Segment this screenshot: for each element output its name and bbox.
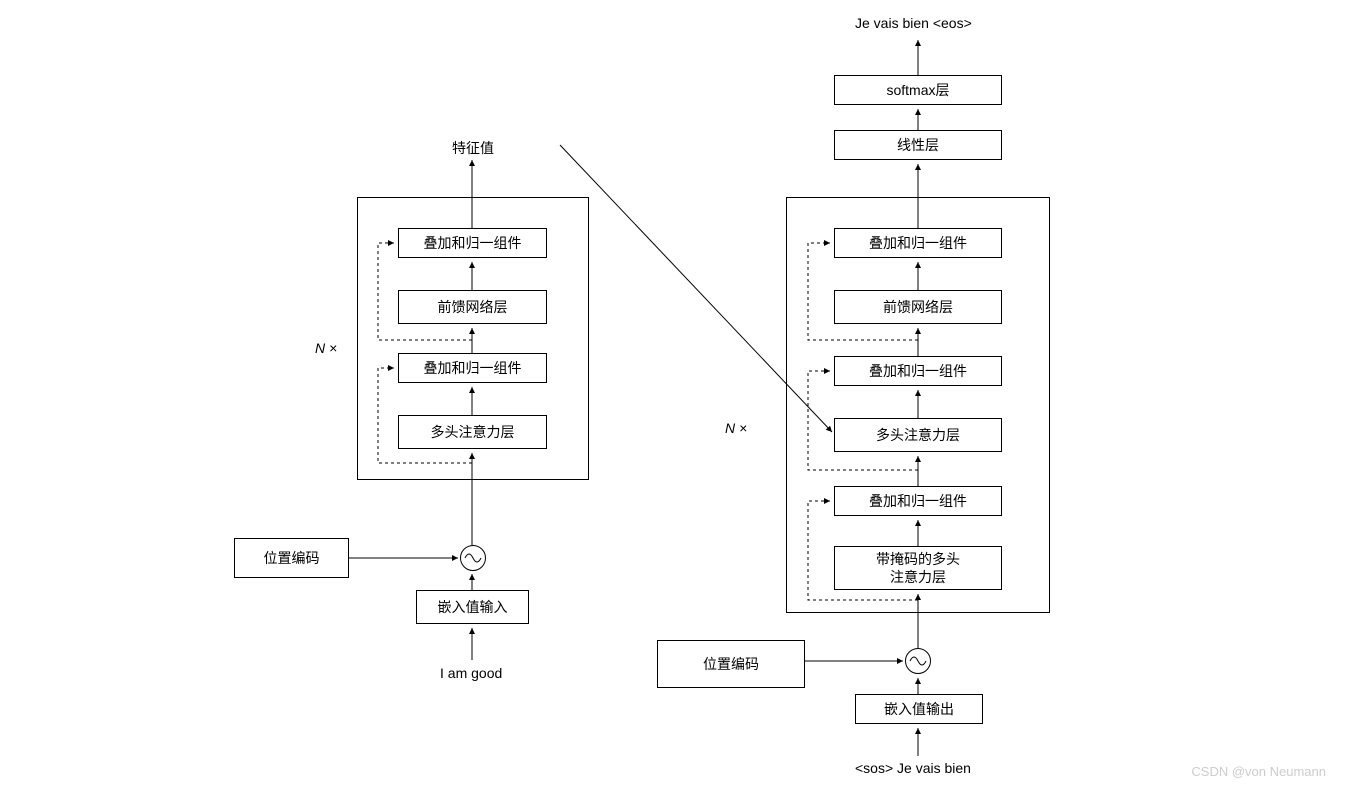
decoder-addnorm3-label: 叠加和归一组件 (869, 234, 967, 252)
decoder-addnorm1-box: 叠加和归一组件 (834, 486, 1002, 516)
encoder-output-label: 特征值 (452, 138, 494, 158)
decoder-posenc-box: 位置编码 (657, 640, 805, 688)
encoder-mha-label: 多头注意力层 (431, 423, 515, 441)
decoder-input-text: <sos> Je vais bien (855, 760, 971, 776)
decoder-addnorm2-label: 叠加和归一组件 (869, 362, 967, 380)
decoder-addnorm2-box: 叠加和归一组件 (834, 356, 1002, 386)
decoder-linear-label: 线性层 (897, 136, 939, 154)
encoder-posenc-box: 位置编码 (234, 538, 349, 578)
decoder-masked-mha-box: 带掩码的多头 注意力层 (834, 546, 1002, 590)
encoder-addnorm2-box: 叠加和归一组件 (398, 228, 547, 258)
encoder-ffn-label: 前馈网络层 (438, 298, 508, 316)
encoder-n-label: N × (315, 340, 337, 356)
encoder-addnorm1-box: 叠加和归一组件 (398, 353, 547, 383)
encoder-input-text: I am good (440, 665, 502, 681)
decoder-embed-box: 嵌入值输出 (855, 694, 983, 724)
decoder-softmax-label: softmax层 (886, 81, 949, 99)
watermark-text: CSDN @von Neumann (1191, 764, 1326, 779)
encoder-embed-label: 嵌入值输入 (438, 598, 508, 616)
decoder-output-text: Je vais bien <eos> (855, 15, 972, 31)
decoder-ffn-label: 前馈网络层 (883, 298, 953, 316)
decoder-mha-box: 多头注意力层 (834, 418, 1002, 452)
encoder-embed-box: 嵌入值输入 (416, 590, 529, 624)
encoder-addnorm2-label: 叠加和归一组件 (424, 234, 522, 252)
encoder-ffn-box: 前馈网络层 (398, 290, 547, 324)
decoder-masked-mha-label: 带掩码的多头 注意力层 (876, 550, 960, 586)
decoder-posenc-label: 位置编码 (703, 655, 759, 673)
decoder-sine-icon (905, 648, 931, 674)
decoder-n-label: N × (725, 420, 747, 436)
decoder-ffn-box: 前馈网络层 (834, 290, 1002, 324)
decoder-addnorm1-label: 叠加和归一组件 (869, 492, 967, 510)
decoder-mha-label: 多头注意力层 (876, 426, 960, 444)
encoder-posenc-label: 位置编码 (264, 549, 320, 567)
decoder-embed-label: 嵌入值输出 (884, 700, 954, 718)
decoder-addnorm3-box: 叠加和归一组件 (834, 228, 1002, 258)
decoder-linear-box: 线性层 (834, 130, 1002, 160)
encoder-sine-icon (460, 545, 486, 571)
encoder-addnorm1-label: 叠加和归一组件 (424, 359, 522, 377)
encoder-mha-box: 多头注意力层 (398, 415, 547, 449)
decoder-softmax-box: softmax层 (834, 75, 1002, 105)
